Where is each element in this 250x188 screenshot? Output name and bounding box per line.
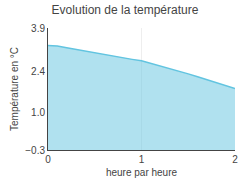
svg-text:0: 0 [45, 154, 51, 165]
svg-text:1.0: 1.0 [31, 107, 45, 118]
svg-text:1: 1 [139, 154, 145, 165]
svg-text:Evolution de la température: Evolution de la température [52, 3, 199, 17]
svg-text:3.9: 3.9 [31, 23, 45, 34]
svg-text:2: 2 [232, 154, 238, 165]
svg-text:heure par heure: heure par heure [106, 167, 178, 178]
svg-text:Température en °C: Température en °C [9, 47, 20, 131]
svg-text:−0.3: −0.3 [25, 145, 45, 156]
svg-text:2.4: 2.4 [31, 66, 45, 77]
